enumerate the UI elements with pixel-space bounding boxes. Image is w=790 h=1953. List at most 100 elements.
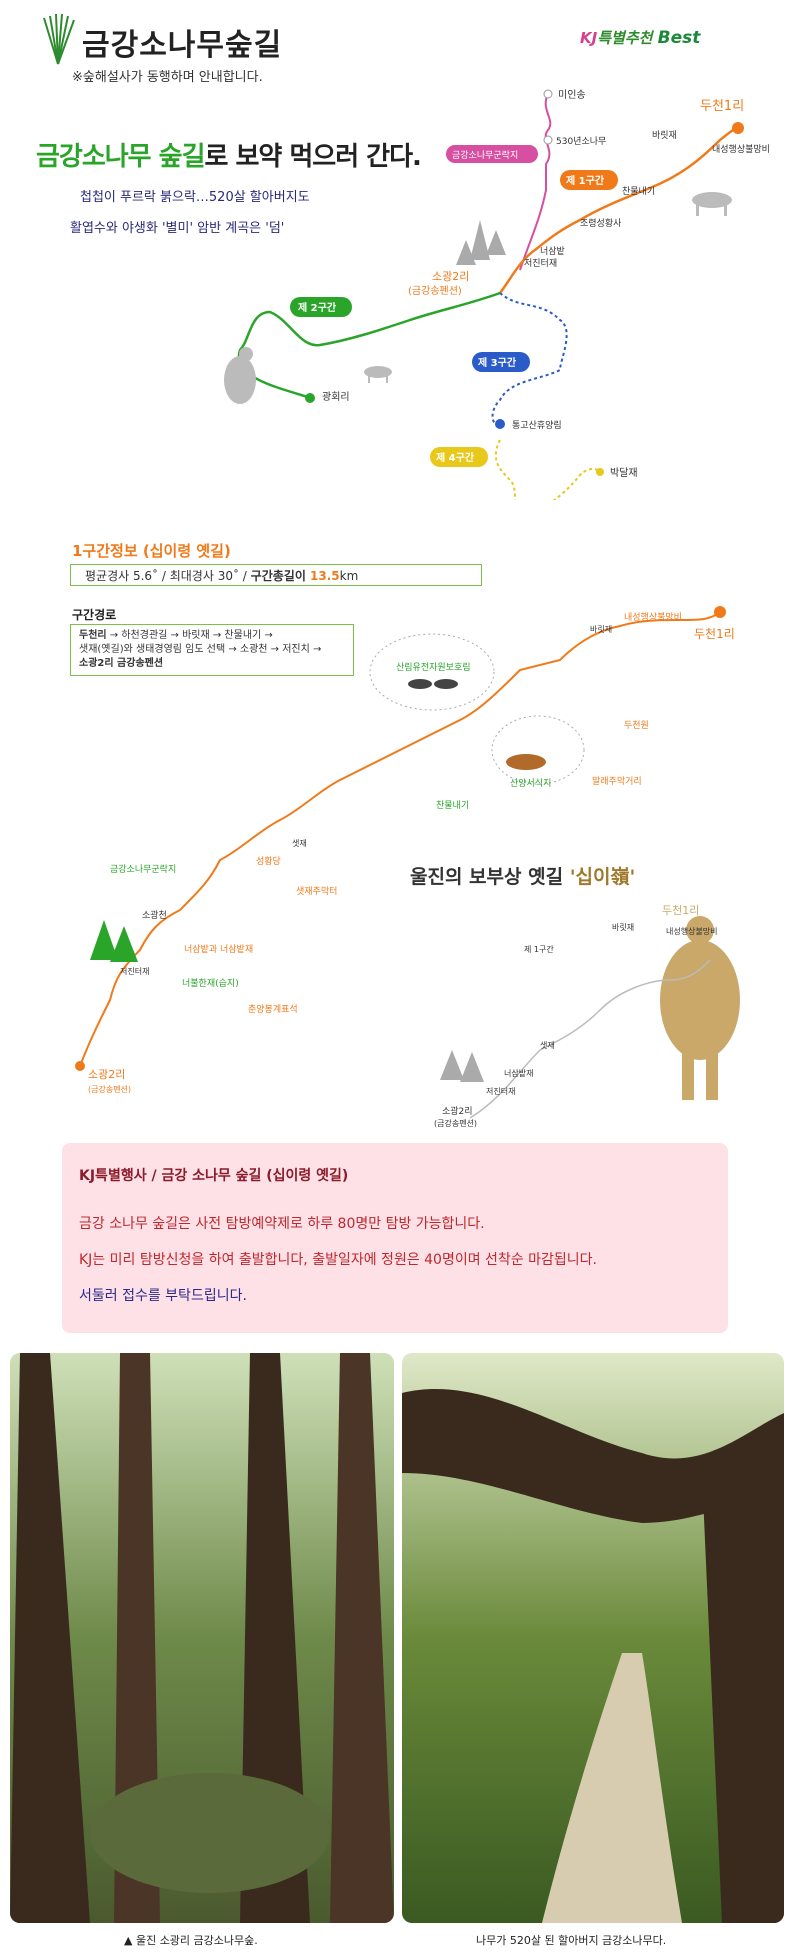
map-label: 소광천 <box>142 909 167 921</box>
section1-detail-map: 내성행상불망비두천1리바릿재두천원말래주막거리산림유전자원보호림산양서식지찬물내… <box>75 606 735 1094</box>
map-label: 바릿재 <box>612 922 634 932</box>
map-label: 소광2리 <box>442 1105 473 1117</box>
walk-title-pre: 울진의 보부상 옛길 <box>410 866 570 888</box>
map-label: 소광2리 <box>88 1068 125 1081</box>
map-label: 성황당 <box>256 856 281 867</box>
notice-line-1: 금강 소나무 숲길은 사전 탐방예약제로 하루 80명만 탐방 가능합니다. <box>79 1216 485 1232</box>
map-label: 산림유전자원보호림 <box>396 661 471 673</box>
gene-protection-area <box>369 633 495 711</box>
route-start: 두천리 <box>79 630 107 641</box>
map-label: (금강송펜션) <box>434 1118 477 1128</box>
map-label: 너삼밭 <box>540 246 565 257</box>
map-label: 내성행상불망비 <box>712 143 770 155</box>
route-line-1: → 하천경관길 → 바릿재 → 찬물내기 → <box>106 630 273 641</box>
pine-trees-icon <box>90 920 138 962</box>
map-label: 산양서식지 <box>510 778 551 789</box>
notice-title: KJ특별행사 / 금강 소나무 숲길 (십이령 옛길) <box>79 1168 349 1184</box>
hiker-icon <box>224 347 256 404</box>
pink-route <box>519 93 552 271</box>
grass-logo-icon <box>43 13 75 65</box>
map-label: 제 3구간 <box>478 356 517 369</box>
map-label: (금강송펜션) <box>88 1084 131 1094</box>
badge-mid: 특별추천 <box>597 29 653 47</box>
badge-kj: KJ <box>580 29 598 47</box>
mini-trees-icon <box>440 1050 484 1082</box>
route-line-2: 샛재(옛길)와 생태경영림 임도 선택 → 소광천 → 저진치 → <box>79 644 322 655</box>
map-label: 두천원 <box>624 720 649 731</box>
map-label: 저진터재 <box>524 258 557 269</box>
stats-pre: 평균경사 5.6˚ / 최대경사 30˚ / <box>85 569 251 583</box>
map-label: 샛재주막터 <box>296 886 337 897</box>
route-line-3: 소광2리 금강송펜션 <box>79 658 164 669</box>
map-label: 너삼밭과 너삼밭재 <box>184 944 253 955</box>
map-label: 너삼밭재 <box>504 1068 533 1078</box>
map-label: 샛재 <box>540 1040 555 1050</box>
map-label: 내성행상불망비 <box>666 926 718 936</box>
map-label: 저진터재 <box>120 966 149 976</box>
goats-icon-2 <box>506 754 546 770</box>
section1-route <box>79 611 721 1067</box>
map-label: 찬물내기 <box>622 186 655 197</box>
map-label: 두천1리 <box>700 99 744 114</box>
map-label: 소광2리 <box>432 270 469 283</box>
page-title: 금강소나무숲길 <box>82 28 283 63</box>
blue-route <box>491 292 568 426</box>
section1-title: 1구간정보 (십이령 옛길) <box>72 542 231 560</box>
map-label: 통고산휴양림 <box>512 419 562 431</box>
map-label: 미인송 <box>558 89 586 101</box>
horses-icon <box>408 679 458 689</box>
goat-habitat-area <box>491 715 585 785</box>
stats-total-value: 13.5 <box>310 569 340 583</box>
map-label: 말래주막거리 <box>592 775 642 787</box>
peddler-icon <box>660 916 740 1100</box>
deer-icon <box>364 366 392 383</box>
goats-icon <box>692 192 732 216</box>
notice-line-3: 서둘러 접수를 부탁드립니다. <box>79 1288 247 1304</box>
headline: 금강소나무 숲길로 보약 먹으러 간다. <box>36 136 422 173</box>
map-label: 춘양봉계표석 <box>248 1003 298 1015</box>
map-label: 조령성황사 <box>580 217 622 229</box>
map-label: 바릿재 <box>590 624 612 634</box>
walk-title-brown: '십이嶺' <box>569 866 636 888</box>
walk-title: 울진의 보부상 옛길 '십이嶺' <box>410 862 635 889</box>
notice-line-2: KJ는 미리 탐방신청을 하여 출발합니다, 출발일자에 정원은 40명이며 선… <box>79 1252 597 1268</box>
map-label: 제 1구간 <box>524 944 554 954</box>
headline-green: 금강소나무 숲길 <box>36 142 205 172</box>
label-sec2 <box>290 297 352 317</box>
map-label: 샛재 <box>292 838 307 848</box>
mini-route <box>469 959 711 1119</box>
label-pink <box>446 145 538 163</box>
map-label: 찬물내기 <box>436 800 469 811</box>
headline-sub-1: 첩첩이 푸르락 붉으락…520살 할아버지도 <box>80 190 310 205</box>
map-label: 광회리 <box>322 391 350 403</box>
stats-unit: km <box>339 569 359 583</box>
map-label: 제 4구간 <box>436 451 475 464</box>
yellow-route <box>494 439 601 500</box>
map-label: (금강송펜션) <box>408 285 462 297</box>
caption-left: ▲ 울진 소광리 금강소나무숲. <box>124 1934 258 1947</box>
map-label: 내성행상불망비 <box>624 611 682 623</box>
map-label: 제 1구간 <box>566 174 605 187</box>
map-label: 금강소나무군락지 <box>110 863 176 875</box>
forest-photo-left <box>10 1353 394 1923</box>
map-label: 530년소나무 <box>556 136 606 147</box>
stats-total-label: 구간총길이 <box>250 569 311 583</box>
map-label: 두천1리 <box>662 903 699 917</box>
map-label: 박달재 <box>610 467 638 479</box>
map-label: 두천1리 <box>694 626 735 641</box>
notice-box: KJ특별행사 / 금강 소나무 숲길 (십이령 옛길) 금강 소나무 숲길은 사… <box>62 1143 728 1333</box>
label-sec4 <box>430 447 488 467</box>
orange-route-1 <box>499 126 739 294</box>
map-label: 바릿재 <box>652 129 677 141</box>
label-sec1 <box>560 170 618 190</box>
map-label: 저진터재 <box>486 1086 515 1096</box>
map-label: 금강소나무군락지 <box>452 149 518 161</box>
map-label: 제 2구간 <box>298 301 337 314</box>
guide-note: ※숲해설사가 동행하며 안내합니다. <box>72 70 263 85</box>
headline-rest: 로 보약 먹으러 간다. <box>204 142 422 172</box>
badge-best: Best <box>657 28 701 48</box>
section1-stats: 평균경사 5.6˚ / 최대경사 30˚ / 구간총길이 13.5km <box>70 564 482 586</box>
label-sec3 <box>472 352 530 372</box>
